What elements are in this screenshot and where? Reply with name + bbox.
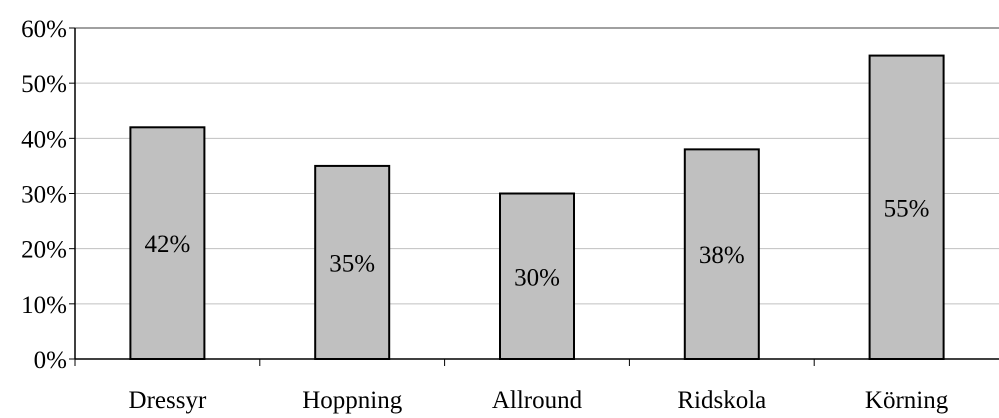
y-tick-label: 10% (21, 292, 67, 319)
data-label: 42% (144, 231, 190, 258)
y-tick-label: 50% (21, 71, 67, 98)
bar-körning (868, 54, 945, 360)
bar-ridskola (683, 148, 760, 360)
axes (69, 27, 999, 366)
category-label: Hoppning (302, 387, 403, 414)
data-label: 55% (884, 195, 930, 222)
bar-allround (499, 192, 575, 360)
y-tick-label: 20% (21, 237, 67, 264)
y-tick-label: 30% (21, 182, 67, 209)
bars (129, 54, 945, 360)
data-labels: 42% 35% 30% 38% 55% (144, 195, 929, 291)
data-label: 30% (514, 264, 560, 291)
y-tick-labels: 0% 10% 20% 30% 40% 50% 60% (21, 16, 67, 374)
bar-hoppning (314, 164, 391, 360)
y-tick-label: 60% (21, 16, 67, 43)
y-tick-label: 0% (34, 347, 67, 374)
data-label: 38% (699, 242, 745, 269)
category-label: Körning (865, 387, 949, 414)
category-label: Dressyr (129, 387, 207, 414)
y-tick-label: 40% (21, 126, 67, 153)
category-labels: Dressyr Hoppning Allround Ridskola Körning (129, 387, 949, 414)
data-label: 35% (329, 250, 375, 277)
category-label: Allround (492, 387, 583, 414)
category-label: Ridskola (677, 387, 766, 414)
